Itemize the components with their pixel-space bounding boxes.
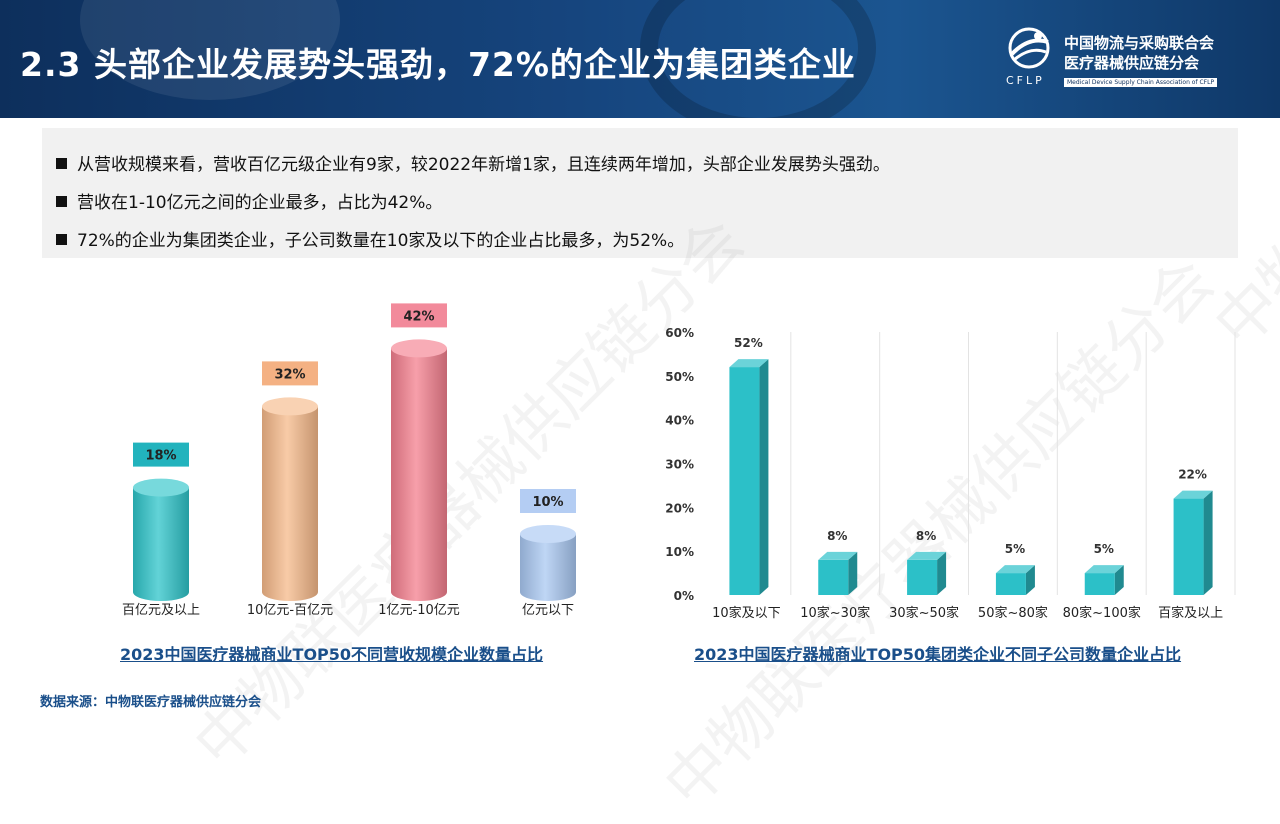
- bullet-item: 从营收规模来看，营收百亿元级企业有9家，较2022年新增1家，且连续两年增加，头…: [56, 150, 890, 175]
- chart1-title: 2023中国医疗器械商业TOP50不同营收规模企业数量占比: [120, 645, 544, 664]
- y-tick-label: 20%: [665, 501, 694, 515]
- cylinder-top: [133, 478, 189, 497]
- globe-logo-icon: [1008, 27, 1050, 69]
- bar: [907, 559, 938, 595]
- chart2-title: 2023中国医疗器械商业TOP50集团类企业不同子公司数量企业占比: [694, 645, 1182, 664]
- data-label-box: [133, 442, 189, 467]
- data-label: 32%: [274, 367, 305, 382]
- cylinder-top: [262, 397, 318, 416]
- bullet-item: 营收在1-10亿元之间的企业最多，占比为42%。: [56, 188, 442, 213]
- bar: [1173, 498, 1204, 595]
- bar: [818, 559, 849, 595]
- y-tick-label: 60%: [665, 326, 694, 340]
- data-label: 18%: [145, 449, 176, 464]
- bar: [995, 573, 1026, 595]
- cflp-logo: CFLP 中国物流与采购联合会 医疗器械供应链分会 Medical Device…: [1000, 24, 1240, 94]
- cylinder-bar: [520, 534, 576, 601]
- data-label: 8%: [916, 529, 936, 543]
- category-label: 30家~50家: [889, 605, 959, 621]
- cylinder-bar: [133, 487, 189, 601]
- data-label: 52%: [734, 336, 763, 350]
- bar-top: [1173, 490, 1213, 499]
- logo-abbreviation: CFLP: [1006, 74, 1045, 87]
- data-source-note: 数据来源：中物联医疗器械供应链分会: [40, 695, 262, 710]
- category-label: 百家及以上: [1158, 605, 1223, 621]
- category-label: 1亿元-10亿元: [378, 603, 460, 618]
- category-label: 10亿元-百亿元: [247, 603, 333, 618]
- header-banner: 2.3 头部企业发展势头强劲，72%的企业为集团类企业 CFLP 中国物流与采购…: [0, 0, 1280, 118]
- bar-top: [729, 359, 769, 368]
- cylinder-top: [520, 525, 576, 543]
- cylinder-bar: [391, 348, 447, 601]
- bar-top: [995, 565, 1035, 574]
- bar: [729, 367, 760, 595]
- bar-top: [907, 551, 947, 560]
- data-label-box: [520, 489, 576, 513]
- category-label: 50家~80家: [978, 605, 1048, 621]
- bullet-square-icon: [56, 158, 67, 169]
- y-tick-label: 50%: [665, 370, 694, 384]
- data-label-box: [391, 303, 447, 328]
- y-tick-label: 40%: [665, 414, 694, 428]
- logo-name-line1: 中国物流与采购联合会: [1064, 34, 1215, 52]
- data-label: 42%: [403, 309, 434, 324]
- bullet-square-icon: [56, 234, 67, 245]
- category-label: 80家~100家: [1063, 605, 1141, 621]
- bar-top: [1084, 565, 1124, 574]
- category-label: 10家及以下: [712, 605, 781, 621]
- summary-box: 从营收规模来看，营收百亿元级企业有9家，较2022年新增1家，且连续两年增加，头…: [42, 128, 1238, 258]
- data-label: 5%: [1005, 542, 1025, 556]
- data-label: 10%: [532, 495, 563, 510]
- bar-side: [937, 551, 947, 595]
- bullet-square-icon: [56, 196, 67, 207]
- subsidiary-count-chart: 0% 10% 20% 30% 40% 50% 60% 52% 10家及以下 8% 10家~30家 8%…: [665, 326, 1236, 621]
- bullet-item: 72%的企业为集团类企业，子公司数量在10家及以下的企业占比最多，为52%。: [56, 226, 684, 251]
- category-label: 亿元以下: [522, 603, 574, 618]
- cylinder-top: [391, 339, 447, 358]
- bar: [1084, 573, 1115, 595]
- cylinder-bar: [262, 406, 318, 601]
- y-tick-label: 0%: [674, 589, 694, 603]
- revenue-scale-chart: 18% 百亿元及以上 32% 10亿元-百亿元 42% 1亿元-10亿元 10% 亿元以下: [122, 303, 576, 618]
- category-label: 百亿元及以上: [122, 603, 200, 618]
- data-label: 5%: [1094, 542, 1114, 556]
- logo-name-line2: 医疗器械供应链分会: [1064, 54, 1200, 72]
- bar-top: [818, 551, 858, 560]
- bar-side: [759, 359, 769, 595]
- y-tick-label: 10%: [665, 545, 694, 559]
- bar-side: [848, 551, 858, 595]
- page-title: 2.3 头部企业发展势头强劲，72%的企业为集团类企业: [20, 45, 856, 84]
- data-label-box: [262, 361, 318, 386]
- y-tick-label: 30%: [665, 458, 694, 472]
- data-label: 8%: [827, 529, 847, 543]
- data-label: 22%: [1178, 468, 1207, 482]
- bar-side: [1203, 490, 1213, 595]
- logo-english-name: Medical Device Supply Chain Association …: [1064, 78, 1218, 87]
- bar-side: [1025, 565, 1035, 595]
- bar-side: [1114, 565, 1124, 595]
- category-label: 10家~30家: [800, 605, 870, 621]
